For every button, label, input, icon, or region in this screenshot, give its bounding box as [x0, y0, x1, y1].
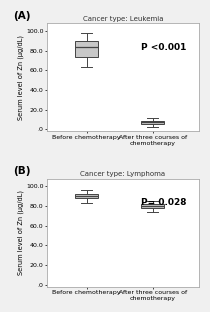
- PathPatch shape: [75, 41, 98, 57]
- Title: Cancer type: Lymphoma: Cancer type: Lymphoma: [80, 171, 165, 177]
- Text: (B): (B): [13, 166, 31, 177]
- Text: P <0.001: P <0.001: [141, 42, 186, 51]
- PathPatch shape: [141, 204, 164, 208]
- Y-axis label: Serum level of Zn (µg/dL): Serum level of Zn (µg/dL): [17, 35, 24, 120]
- Text: P= 0.028: P= 0.028: [141, 198, 187, 207]
- Title: Cancer type: Leukemia: Cancer type: Leukemia: [83, 16, 163, 22]
- Text: (A): (A): [13, 11, 31, 21]
- Y-axis label: Serum level of Zn (µg/dL): Serum level of Zn (µg/dL): [17, 190, 24, 275]
- PathPatch shape: [141, 120, 164, 124]
- PathPatch shape: [75, 194, 98, 198]
